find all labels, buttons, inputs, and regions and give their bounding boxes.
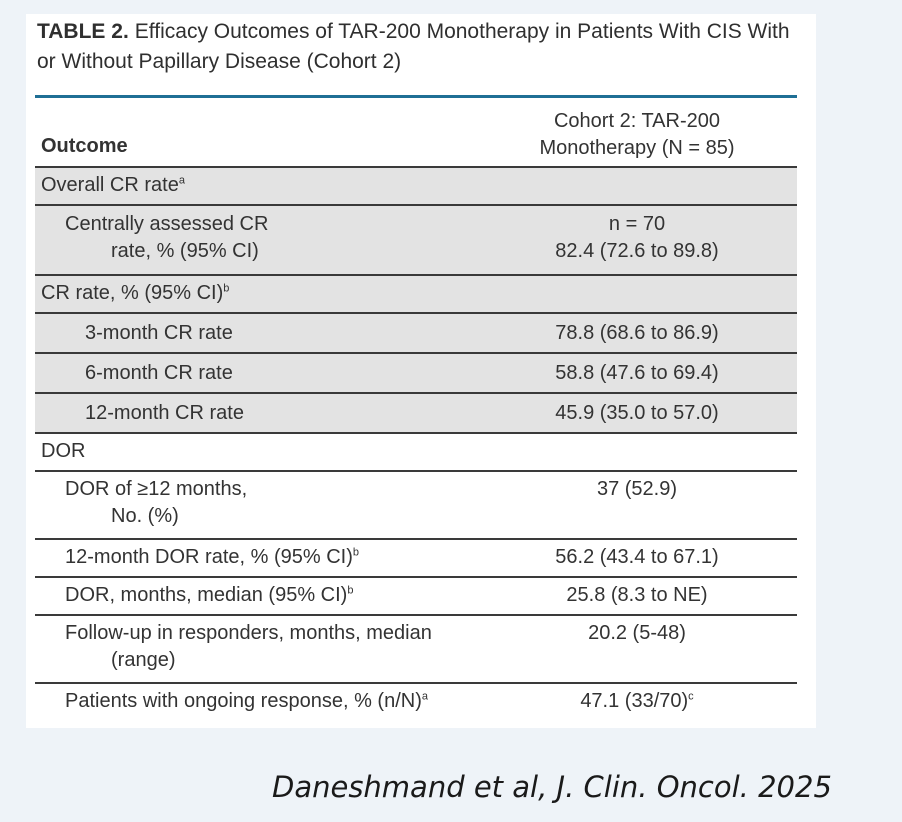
table-row: Centrally assessed CR rate, % (95% CI) n… — [35, 206, 797, 276]
row-label: Centrally assessed CR rate, % (95% CI) — [65, 213, 269, 262]
table-row: Overall CR ratea — [35, 168, 797, 206]
row-label: CR rate, % (95% CI)b — [41, 282, 230, 304]
table-row: 3-month CR rate 78.8 (68.6 to 86.9) — [35, 314, 797, 354]
row-value: 25.8 (8.3 to NE) — [566, 584, 708, 606]
row-label: DOR — [41, 440, 86, 462]
table-row: 6-month CR rate 58.8 (47.6 to 69.4) — [35, 354, 797, 394]
header-outcome: Outcome — [41, 135, 128, 157]
table-card: TABLE 2. Efficacy Outcomes of TAR-200 Mon… — [26, 14, 816, 728]
table-header: Outcome Cohort 2: TAR-200 Monotherapy (N… — [35, 100, 797, 166]
table-caption: TABLE 2. Efficacy Outcomes of TAR-200 Mon… — [37, 17, 812, 77]
table-row: DOR of ≥12 months, No. (%) 37 (52.9) — [35, 472, 797, 540]
row-label: DOR, months, median (95% CI)b — [65, 584, 354, 606]
table-label: TABLE 2. — [37, 20, 129, 43]
row-label: Follow-up in responders, months, median … — [65, 622, 432, 671]
row-label: DOR of ≥12 months, No. (%) — [65, 478, 248, 527]
row-value: 20.2 (5-48) — [588, 622, 686, 644]
table-row: DOR, months, median (95% CI)b 25.8 (8.3 … — [35, 578, 797, 616]
table-row: Patients with ongoing response, % (n/N)a… — [35, 684, 797, 720]
table-row: Follow-up in responders, months, median … — [35, 616, 797, 684]
row-value: 78.8 (68.6 to 86.9) — [555, 322, 719, 344]
header-cohort-line2: Monotherapy (N = 85) — [539, 137, 735, 159]
row-value: 58.8 (47.6 to 69.4) — [555, 362, 719, 384]
row-label: 12-month DOR rate, % (95% CI)b — [65, 546, 359, 568]
header-cohort-line1: Cohort 2: TAR-200 — [553, 110, 720, 132]
row-value: 37 (52.9) — [596, 478, 678, 500]
row-label: 6-month CR rate — [85, 362, 233, 384]
table-row: DOR — [35, 434, 797, 472]
row-label: 12-month CR rate — [85, 402, 244, 424]
table-row: 12-month CR rate 45.9 (35.0 to 57.0) — [35, 394, 797, 434]
table-title: Efficacy Outcomes of TAR-200 Monotherapy… — [37, 20, 790, 73]
table-row: CR rate, % (95% CI)b — [35, 276, 797, 314]
header-rule — [35, 166, 797, 168]
row-value: 45.9 (35.0 to 57.0) — [555, 402, 719, 424]
table-row: 12-month DOR rate, % (95% CI)b 56.2 (43.… — [35, 540, 797, 578]
row-label: Patients with ongoing response, % (n/N)a — [65, 690, 428, 712]
row-value: n = 70 82.4 (72.6 to 89.8) — [555, 213, 719, 262]
row-value: 47.1 (33/70)c — [580, 690, 694, 712]
table-top-rule — [35, 95, 797, 98]
citation: Daneshmand et al, J. Clin. Oncol. 2025 — [272, 770, 832, 804]
header-cohort: Cohort 2: TAR-200 Monotherapy (N = 85) — [507, 108, 767, 162]
row-value: 56.2 (43.4 to 67.1) — [555, 546, 719, 568]
row-label: 3-month CR rate — [85, 322, 233, 344]
row-label: Overall CR ratea — [41, 174, 185, 196]
